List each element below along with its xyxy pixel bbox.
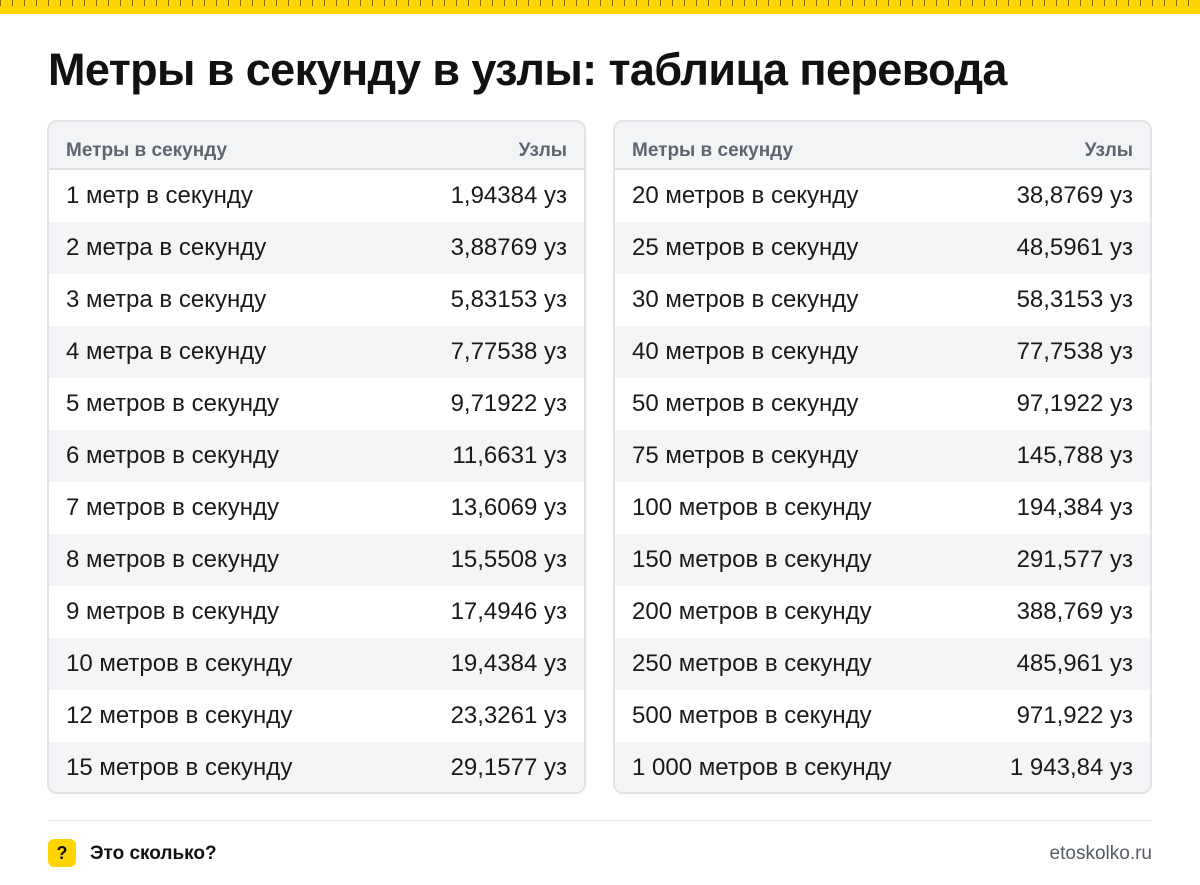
row-label: 12 метров в секунду xyxy=(66,702,293,729)
table-row: 3 метра в секунду 5,83153 уз xyxy=(49,274,584,326)
table-row: 200 метров в секунду 388,769 уз xyxy=(615,586,1150,638)
row-label: 4 метра в секунду xyxy=(66,338,267,365)
row-label: 10 метров в секунду xyxy=(66,650,293,677)
table-row: 20 метров в секунду 38,8769 уз xyxy=(615,170,1150,222)
table-row: 15 метров в секунду 29,1577 уз xyxy=(49,742,584,792)
column-header-from: Метры в секунду xyxy=(632,140,794,161)
row-label: 200 метров в секунду xyxy=(632,598,872,625)
page-title: Метры в секунду в узлы: таблица перевода xyxy=(48,44,1007,95)
table-body: 1 метр в секунду 1,94384 уз 2 метра в сек… xyxy=(49,170,584,792)
table-row: 30 метров в секунду 58,3153 уз xyxy=(615,274,1150,326)
row-label: 5 метров в секунду xyxy=(66,390,279,417)
row-label: 1 000 метров в секунду xyxy=(632,754,892,781)
row-value: 9,71922 уз xyxy=(450,390,567,417)
row-value: 194,384 уз xyxy=(1016,494,1133,521)
table-row: 250 метров в секунду 485,961 уз xyxy=(615,638,1150,690)
row-value: 77,7538 уз xyxy=(1016,338,1133,365)
row-label: 6 метров в секунду xyxy=(66,442,279,469)
table-row: 50 метров в секунду 97,1922 уз xyxy=(615,378,1150,430)
table-row: 2 метра в секунду 3,88769 уз xyxy=(49,222,584,274)
table-row: 25 метров в секунду 48,5961 уз xyxy=(615,222,1150,274)
table-row: 1 метр в секунду 1,94384 уз xyxy=(49,170,584,222)
table-row: 10 метров в секунду 19,4384 уз xyxy=(49,638,584,690)
ruler-ticks xyxy=(0,0,1200,6)
table-row: 75 метров в секунду 145,788 уз xyxy=(615,430,1150,482)
table-row: 6 метров в секунду 11,6631 уз xyxy=(49,430,584,482)
row-value: 971,922 уз xyxy=(1016,702,1133,729)
row-label: 150 метров в секунду xyxy=(632,546,872,573)
row-value: 19,4384 уз xyxy=(450,650,567,677)
table-row: 1 000 метров в секунду 1 943,84 уз xyxy=(615,742,1150,792)
table-row: 8 метров в секунду 15,5508 уз xyxy=(49,534,584,586)
row-label: 1 метр в секунду xyxy=(66,182,253,209)
row-value: 17,4946 уз xyxy=(450,598,567,625)
row-label: 7 метров в секунду xyxy=(66,494,279,521)
row-value: 7,77538 уз xyxy=(450,338,567,365)
row-value: 1,94384 уз xyxy=(450,182,567,209)
question-mark-icon: ? xyxy=(48,839,76,867)
footer-brand[interactable]: Это сколько? xyxy=(90,843,217,864)
row-value: 15,5508 уз xyxy=(450,546,567,573)
row-value: 485,961 уз xyxy=(1016,650,1133,677)
row-value: 48,5961 уз xyxy=(1016,234,1133,261)
row-label: 30 метров в секунду xyxy=(632,286,859,313)
row-value: 145,788 уз xyxy=(1016,442,1133,469)
table-body: 20 метров в секунду 38,8769 уз 25 метров … xyxy=(615,170,1150,792)
table-row: 150 метров в секунду 291,577 уз xyxy=(615,534,1150,586)
row-value: 58,3153 уз xyxy=(1016,286,1133,313)
row-label: 25 метров в секунду xyxy=(632,234,859,261)
row-value: 5,83153 уз xyxy=(450,286,567,313)
table-row: 100 метров в секунду 194,384 уз xyxy=(615,482,1150,534)
row-label: 9 метров в секунду xyxy=(66,598,279,625)
row-label: 75 метров в секунду xyxy=(632,442,859,469)
row-label: 250 метров в секунду xyxy=(632,650,872,677)
row-label: 50 метров в секунду xyxy=(632,390,859,417)
table-row: 7 метров в секунду 13,6069 уз xyxy=(49,482,584,534)
row-label: 500 метров в секунду xyxy=(632,702,872,729)
row-value: 1 943,84 уз xyxy=(1009,754,1133,781)
row-value: 38,8769 уз xyxy=(1016,182,1133,209)
row-label: 100 метров в секунду xyxy=(632,494,872,521)
table-row: 40 метров в секунду 77,7538 уз xyxy=(615,326,1150,378)
table-row: 500 метров в секунду 971,922 уз xyxy=(615,690,1150,742)
table-header: Метры в секунду Узлы xyxy=(49,122,584,170)
row-label: 40 метров в секунду xyxy=(632,338,859,365)
conversion-table-left: Метры в секунду Узлы 1 метр в секунду 1,9… xyxy=(47,120,586,794)
ruler-top-bar xyxy=(0,0,1200,14)
column-header-from: Метры в секунду xyxy=(66,140,228,161)
row-value: 97,1922 уз xyxy=(1016,390,1133,417)
row-value: 3,88769 уз xyxy=(450,234,567,261)
column-header-to: Узлы xyxy=(1084,140,1133,161)
row-value: 291,577 уз xyxy=(1016,546,1133,573)
row-value: 29,1577 уз xyxy=(450,754,567,781)
table-row: 5 метров в секунду 9,71922 уз xyxy=(49,378,584,430)
column-header-to: Узлы xyxy=(518,140,567,161)
conversion-table-right: Метры в секунду Узлы 20 метров в секунду… xyxy=(613,120,1152,794)
table-row: 9 метров в секунду 17,4946 уз xyxy=(49,586,584,638)
row-label: 3 метра в секунду xyxy=(66,286,267,313)
table-header: Метры в секунду Узлы xyxy=(615,122,1150,170)
table-row: 4 метра в секунду 7,77538 уз xyxy=(49,326,584,378)
footer-divider xyxy=(48,820,1152,821)
row-label: 20 метров в секунду xyxy=(632,182,859,209)
row-value: 388,769 уз xyxy=(1016,598,1133,625)
table-row: 12 метров в секунду 23,3261 уз xyxy=(49,690,584,742)
row-label: 2 метра в секунду xyxy=(66,234,267,261)
row-value: 13,6069 уз xyxy=(450,494,567,521)
row-label: 8 метров в секунду xyxy=(66,546,279,573)
row-value: 23,3261 уз xyxy=(450,702,567,729)
footer-site-link[interactable]: etoskolko.ru xyxy=(1049,843,1152,864)
row-value: 11,6631 уз xyxy=(452,442,567,469)
row-label: 15 метров в секунду xyxy=(66,754,293,781)
